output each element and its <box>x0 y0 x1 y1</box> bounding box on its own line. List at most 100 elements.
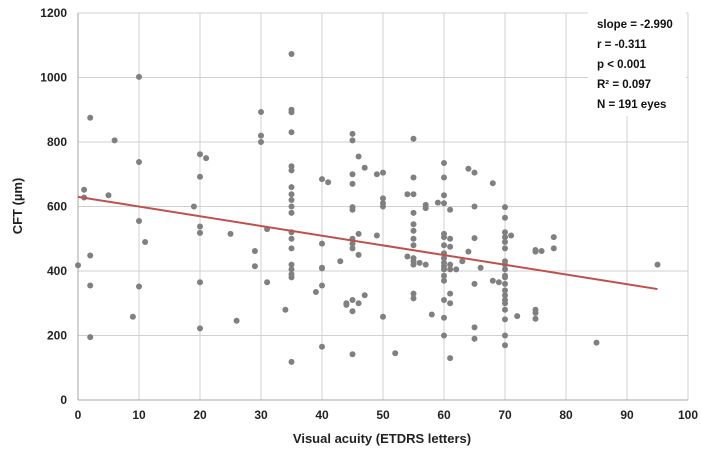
data-point <box>502 204 508 211</box>
data-point <box>105 192 112 199</box>
data-point <box>441 332 447 339</box>
data-point <box>459 258 466 265</box>
data-point <box>441 200 447 207</box>
data-point <box>87 282 94 289</box>
data-point <box>264 279 271 286</box>
data-point <box>471 335 478 342</box>
data-point <box>197 151 203 158</box>
data-point <box>349 351 356 358</box>
data-point <box>447 206 454 213</box>
data-point <box>288 266 295 273</box>
x-tick-label: 40 <box>315 408 329 422</box>
data-point <box>502 274 508 281</box>
data-point <box>203 155 210 162</box>
data-point <box>392 350 399 357</box>
data-point <box>502 245 508 252</box>
data-point <box>471 203 478 210</box>
data-point <box>532 248 539 255</box>
x-tick-label: 50 <box>376 408 390 422</box>
data-point <box>410 191 417 198</box>
y-tick-label: 1200 <box>40 6 67 20</box>
data-point <box>471 235 478 242</box>
data-point <box>447 235 454 242</box>
data-point <box>136 159 142 165</box>
data-point <box>136 283 142 290</box>
data-point <box>410 227 417 234</box>
data-point <box>410 209 417 216</box>
data-point <box>337 258 344 265</box>
data-point <box>502 214 508 221</box>
data-point <box>288 167 295 174</box>
data-points <box>75 51 661 365</box>
data-point <box>447 355 454 362</box>
data-point <box>319 343 325 350</box>
data-point <box>288 209 295 216</box>
data-point <box>422 205 429 212</box>
x-tick-label: 30 <box>254 408 268 422</box>
y-tick-label: 1000 <box>40 71 67 85</box>
y-tick-label: 600 <box>47 200 67 214</box>
data-point <box>190 203 197 210</box>
data-point <box>465 165 472 172</box>
data-point <box>136 73 142 80</box>
data-point <box>325 179 332 186</box>
data-point <box>471 169 478 176</box>
data-point <box>380 203 386 210</box>
data-point <box>355 153 362 160</box>
data-point <box>81 186 88 193</box>
data-point <box>233 317 240 324</box>
data-point <box>502 229 508 236</box>
stat-r-squared: R² = 0.097 <box>597 79 651 91</box>
data-point <box>422 261 429 268</box>
stat-slope: slope = -2.990 <box>597 19 673 31</box>
data-point <box>319 282 325 289</box>
data-point <box>410 221 417 228</box>
data-point <box>593 339 600 346</box>
data-point <box>355 230 362 237</box>
data-point <box>349 240 356 247</box>
data-point <box>319 265 325 272</box>
data-point <box>434 199 441 206</box>
data-point <box>288 245 295 252</box>
x-tick-label: 60 <box>437 408 451 422</box>
data-point <box>288 358 295 365</box>
data-point <box>282 306 289 313</box>
x-tick-labels: 0 10 20 30 40 50 60 70 80 90 100 <box>75 408 699 422</box>
data-point <box>495 279 502 286</box>
data-point <box>441 314 447 321</box>
stats-box <box>588 10 686 116</box>
data-point <box>319 176 325 183</box>
data-point <box>416 259 423 266</box>
data-point <box>349 206 356 213</box>
data-point <box>550 245 557 252</box>
data-point <box>349 180 356 187</box>
y-tick-label: 400 <box>47 264 67 278</box>
x-tick-label: 70 <box>498 408 512 422</box>
data-point <box>197 325 203 332</box>
data-point <box>410 235 417 242</box>
data-point <box>428 311 435 318</box>
data-point <box>197 279 203 286</box>
data-point <box>288 274 295 281</box>
data-point <box>453 266 460 273</box>
data-point <box>288 51 295 57</box>
data-point <box>471 280 478 287</box>
data-point <box>538 248 545 254</box>
data-point <box>380 169 386 176</box>
data-point <box>404 253 411 260</box>
data-point <box>502 287 508 294</box>
data-point <box>197 173 203 180</box>
data-point <box>380 313 386 320</box>
data-point <box>349 308 356 315</box>
data-point <box>447 261 454 268</box>
data-point <box>404 191 411 198</box>
data-point <box>441 192 447 199</box>
data-point <box>502 266 508 273</box>
data-point <box>349 130 356 137</box>
data-point <box>87 114 94 121</box>
data-point <box>532 309 539 316</box>
data-point <box>502 300 508 307</box>
data-point <box>136 218 142 224</box>
data-point <box>197 229 203 236</box>
